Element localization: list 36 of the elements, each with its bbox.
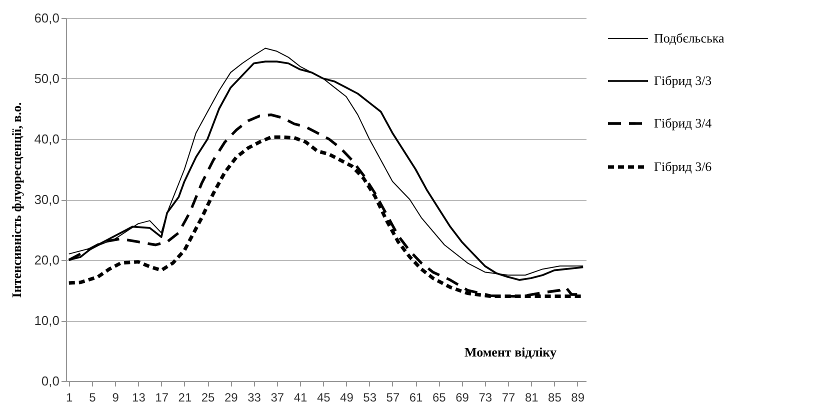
y-tick-label: 50,0: [34, 71, 60, 86]
x-tick-label: 49: [340, 390, 354, 404]
x-tick-label: 5: [89, 390, 96, 404]
y-tick-label: 30,0: [34, 192, 60, 207]
x-tick-label: 85: [548, 390, 562, 404]
x-tick-label: 9: [112, 390, 120, 404]
x-tick-label: 21: [178, 390, 192, 404]
x-axis-title: Момент відліку: [464, 344, 557, 360]
y-tick-label: 40,0: [34, 132, 60, 146]
x-tick-label: 29: [224, 390, 238, 404]
x-tick-label: 25: [201, 390, 216, 404]
x-tick-label: 65: [432, 390, 446, 404]
x-tick-label: 57: [386, 390, 400, 404]
x-tick-label: 69: [456, 390, 470, 404]
x-tick-label: 37: [270, 390, 284, 404]
y-tick-label: 0,0: [41, 374, 60, 388]
x-tick-label: 61: [409, 390, 424, 404]
y-tick-label: 10,0: [34, 313, 60, 328]
legend-label: Подбєльська: [654, 30, 725, 46]
y-axis-title: Інтенсивність флуоресценції, в.о.: [9, 102, 24, 298]
x-tick-label: 33: [248, 390, 262, 404]
legend-label: Гібрид 3/6: [654, 159, 712, 174]
x-tick-label: 89: [571, 390, 585, 404]
legend-label: Гібрид 3/3: [654, 73, 712, 88]
legend-label: Гібрид 3/4: [654, 116, 712, 130]
x-tick-label: 77: [502, 390, 516, 404]
x-tick-label: 13: [132, 390, 146, 404]
x-tick-label: 41: [294, 390, 308, 404]
x-tick-label: 1: [66, 390, 74, 404]
x-tick-label: 73: [478, 390, 492, 404]
x-tick-label: 17: [155, 390, 169, 404]
y-tick-label: 20,0: [34, 252, 60, 268]
x-tick-label: 81: [524, 390, 539, 404]
y-tick-label: 60,0: [34, 10, 60, 26]
x-tick-label: 45: [316, 390, 331, 404]
x-tick-label: 53: [363, 390, 377, 404]
